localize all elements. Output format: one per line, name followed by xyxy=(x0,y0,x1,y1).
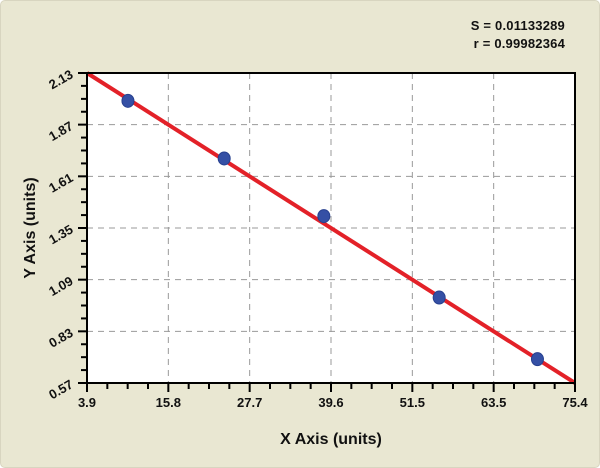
x-tick-label: 75.4 xyxy=(562,395,588,410)
plot-border xyxy=(86,72,576,384)
x-tick-label: 63.5 xyxy=(481,395,506,410)
x-tick-label: 3.9 xyxy=(78,395,96,410)
y-tick-label: 0.83 xyxy=(46,325,75,351)
y-tick-label: 1.35 xyxy=(46,222,75,248)
fit-line xyxy=(85,71,577,385)
y-axis-title: Y Axis (units) xyxy=(22,177,39,279)
data-point xyxy=(121,93,135,108)
data-point xyxy=(217,151,231,166)
y-tick-label: 2.13 xyxy=(46,67,75,93)
s-value-label: S = 0.01133289 xyxy=(470,18,565,33)
r-value-label: r = 0.99982364 xyxy=(473,36,565,51)
data-point xyxy=(530,352,544,367)
x-axis-title: X Axis (units) xyxy=(280,431,382,448)
x-tick-label: 27.7 xyxy=(237,395,262,410)
y-tick-label: 1.87 xyxy=(46,118,75,144)
data-point xyxy=(432,290,446,305)
stats-annotation: S = 0.01133289 r = 0.99982364 xyxy=(471,17,565,53)
y-tick-label: 1.61 xyxy=(46,170,75,196)
y-tick-label: 1.09 xyxy=(46,273,75,299)
x-tick-label: 15.8 xyxy=(156,395,181,410)
x-tick-label: 51.5 xyxy=(400,395,425,410)
y-tick-label: 0.57 xyxy=(46,377,75,403)
x-tick-label: 39.6 xyxy=(318,395,343,410)
data-point xyxy=(317,209,331,224)
